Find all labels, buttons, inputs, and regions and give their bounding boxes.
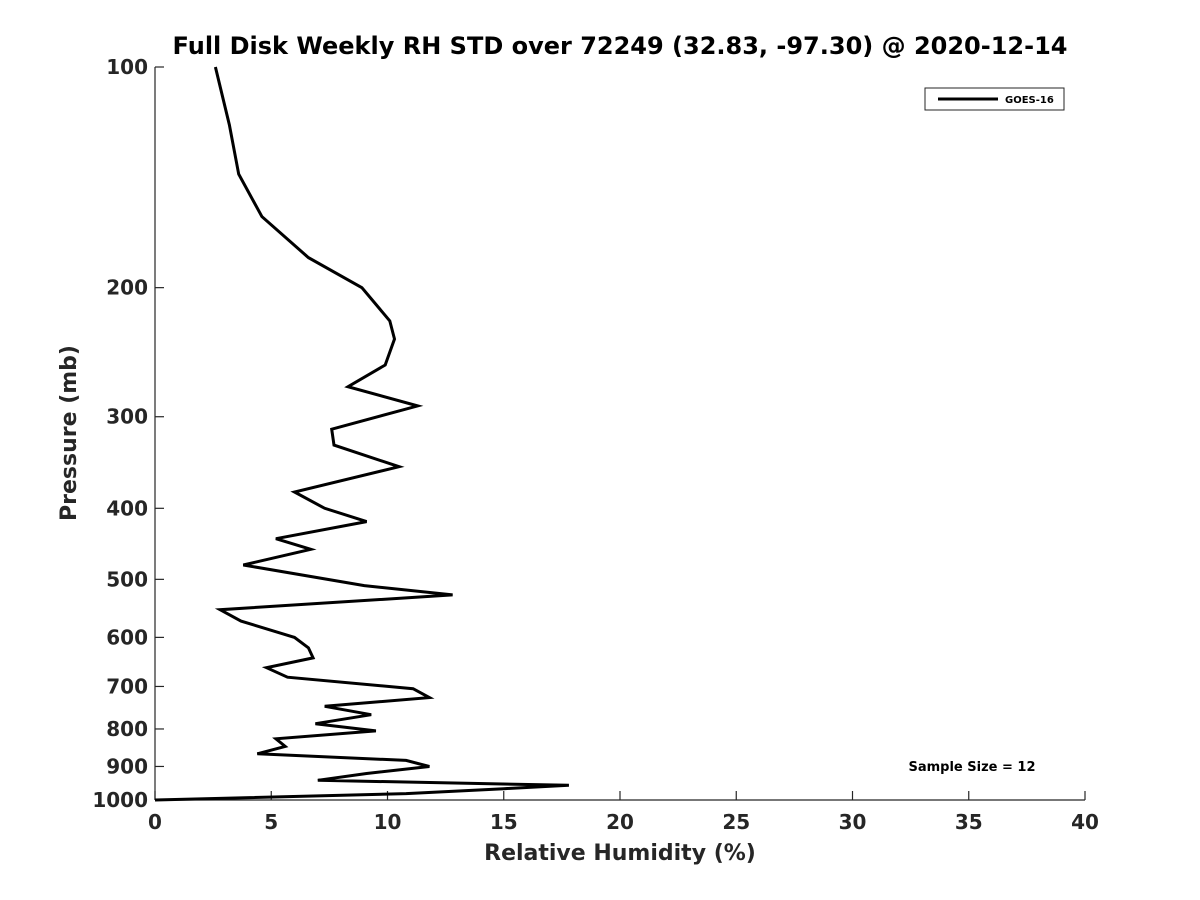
y-tick-label: 200 bbox=[106, 276, 148, 300]
series-layer bbox=[154, 66, 569, 802]
x-axis-ticks: 0 5 10 15 20 25 30 35 40 bbox=[148, 791, 1099, 834]
x-tick-label: 5 bbox=[264, 810, 278, 834]
y-tick-label: 100 bbox=[106, 55, 148, 79]
chart-title: Full Disk Weekly RH STD over 72249 (32.8… bbox=[173, 32, 1068, 60]
y-tick-label: 800 bbox=[106, 717, 148, 741]
x-tick-label: 10 bbox=[374, 810, 402, 834]
x-axis-label: Relative Humidity (%) bbox=[484, 841, 756, 866]
y-tick-label: 600 bbox=[106, 625, 148, 649]
x-tick-label: 30 bbox=[839, 810, 867, 834]
x-tick-label: 0 bbox=[148, 810, 162, 834]
x-tick-label: 25 bbox=[722, 810, 750, 834]
x-tick-label: 15 bbox=[490, 810, 518, 834]
x-tick-label: 40 bbox=[1071, 810, 1099, 834]
x-tick-label: 35 bbox=[955, 810, 983, 834]
y-tick-label: 300 bbox=[106, 405, 148, 429]
legend: GOES-16 bbox=[924, 87, 1065, 111]
legend-entry-goes-16: GOES-16 bbox=[1005, 95, 1054, 106]
y-tick-label: 700 bbox=[106, 674, 148, 698]
y-tick-label: 900 bbox=[106, 754, 148, 778]
y-axis-label: Pressure (mb) bbox=[57, 345, 82, 521]
series-line-goes-16 bbox=[154, 66, 569, 802]
y-tick-label: 1000 bbox=[92, 788, 148, 812]
sample-size-annotation: Sample Size = 12 bbox=[908, 760, 1035, 775]
y-tick-label: 400 bbox=[106, 496, 148, 520]
y-tick-label: 500 bbox=[106, 567, 148, 591]
x-tick-label: 20 bbox=[606, 810, 634, 834]
y-axis-ticks: 100 200 300 400 500 600 700 800 900 1000 bbox=[92, 55, 164, 812]
